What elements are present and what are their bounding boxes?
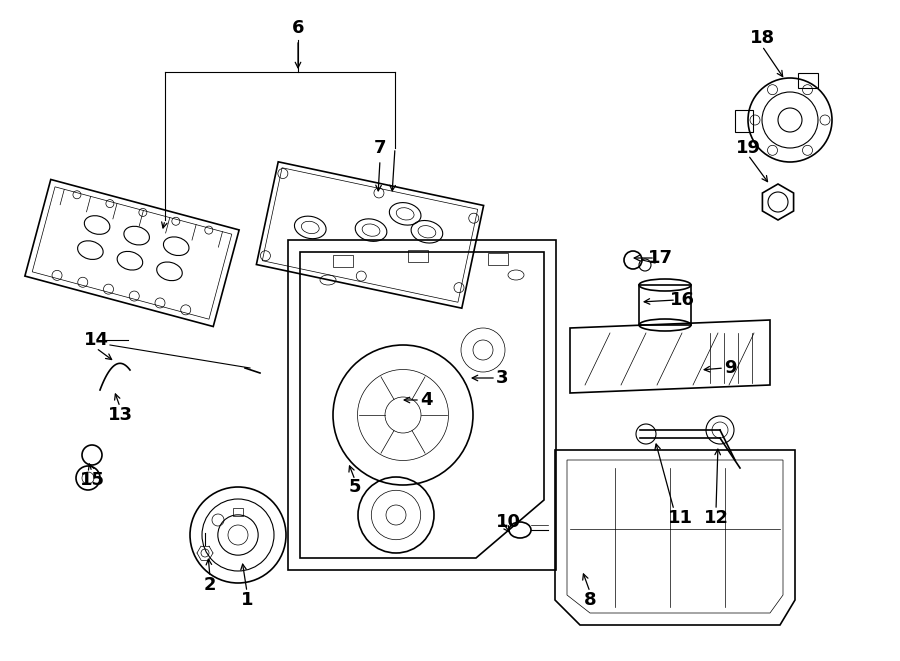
- Text: 17: 17: [647, 249, 672, 267]
- Text: 11: 11: [668, 509, 692, 527]
- Text: 8: 8: [584, 591, 597, 609]
- Text: 14: 14: [84, 331, 109, 349]
- Bar: [233, 508, 243, 516]
- Text: 1: 1: [241, 591, 253, 609]
- Bar: [735, 110, 753, 132]
- Bar: [639, 285, 691, 325]
- Text: 13: 13: [107, 406, 132, 424]
- Text: 15: 15: [79, 471, 104, 489]
- Bar: [333, 255, 353, 267]
- Text: 10: 10: [496, 513, 520, 531]
- Text: 6: 6: [292, 19, 304, 37]
- Text: 18: 18: [750, 29, 775, 47]
- Text: 2: 2: [203, 576, 216, 594]
- Text: 9: 9: [724, 359, 736, 377]
- Text: 4: 4: [419, 391, 432, 409]
- Text: 16: 16: [670, 291, 695, 309]
- Text: 3: 3: [496, 369, 508, 387]
- Text: 5: 5: [349, 478, 361, 496]
- Bar: [798, 73, 818, 88]
- Text: 12: 12: [704, 509, 728, 527]
- Text: 7: 7: [374, 139, 386, 157]
- Bar: [488, 253, 508, 265]
- Bar: [408, 250, 428, 262]
- Bar: [288, 240, 556, 570]
- Text: 19: 19: [735, 139, 760, 157]
